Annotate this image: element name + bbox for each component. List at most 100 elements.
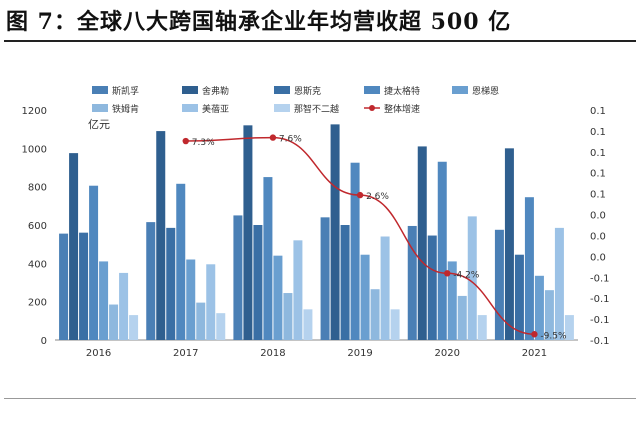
y2-tick-label: 0.1 (590, 127, 606, 138)
x-tick-label: 2020 (435, 348, 460, 359)
bar-2016-5 (109, 304, 119, 340)
x-tick-label: 2016 (86, 348, 111, 359)
bar-2017-0 (146, 222, 156, 340)
y-tick-label: 600 (28, 221, 47, 232)
bar-2020-4 (447, 261, 457, 340)
y2-tick-label: 0.1 (590, 148, 606, 159)
y-tick-label: 400 (28, 259, 47, 270)
legend-marker (369, 105, 375, 111)
bar-2020-7 (477, 315, 487, 340)
bar-2021-2 (514, 254, 524, 340)
growth-label: 7.6% (279, 135, 302, 145)
title-underline (4, 40, 636, 42)
bar-2019-6 (380, 236, 390, 340)
bar-2021-0 (494, 229, 504, 340)
bar-2016-3 (89, 185, 99, 340)
bar-2016-6 (119, 272, 129, 340)
legend-label: 捷太格特 (384, 85, 420, 97)
growth-point (444, 270, 451, 277)
legend-label: 美蓓亚 (202, 103, 229, 115)
y-tick-label: 800 (28, 183, 47, 194)
legend-label: 那智不二越 (294, 103, 339, 115)
legend-swatch (364, 86, 380, 94)
bar-2017-4 (186, 259, 196, 340)
bar-2020-3 (437, 161, 447, 340)
y2-tick-label: 0.0 (590, 211, 606, 222)
growth-line (185, 136, 535, 335)
y2-tick-label: 0.1 (590, 169, 606, 180)
bar-2021-5 (544, 290, 554, 340)
bar-2019-5 (370, 289, 380, 340)
growth-point (356, 191, 364, 199)
bar-2020-0 (407, 225, 417, 340)
legend-swatch (452, 86, 468, 94)
growth-point (269, 134, 277, 141)
legend-swatch (274, 104, 290, 112)
y2-tick-label: 0.0 (590, 231, 606, 242)
bar-2019-1 (330, 124, 340, 340)
growth-label: -9.5% (540, 331, 567, 341)
legend-label: 铁姆肯 (112, 103, 139, 115)
bar-2018-5 (283, 293, 293, 340)
bar-2018-7 (303, 309, 313, 340)
growth-label: -4.2% (453, 270, 480, 280)
footer-rule (4, 398, 636, 399)
bar-2017-3 (176, 183, 186, 340)
bar-2016-7 (129, 315, 139, 340)
bar-2021-3 (524, 197, 534, 340)
bar-2017-7 (216, 313, 226, 340)
bar-2017-2 (166, 227, 176, 340)
bar-2018-3 (263, 177, 273, 340)
growth-point (182, 137, 189, 145)
y2-tick-label: 0.1 (590, 190, 606, 201)
y2-tick-label: -0.1 (590, 273, 610, 284)
legend-label: 整体增速 (384, 103, 420, 115)
growth-label: 7.3% (192, 138, 215, 148)
legend-label: 舍弗勒 (202, 85, 229, 97)
bar-2020-5 (457, 295, 467, 340)
y-tick-label: 1000 (22, 144, 47, 155)
bar-2021-7 (564, 315, 574, 340)
bar-2018-1 (243, 125, 253, 340)
x-tick-label: 2021 (522, 348, 547, 359)
growth-point (531, 331, 538, 338)
bar-2021-4 (534, 275, 544, 340)
x-tick-label: 2017 (173, 348, 198, 359)
bar-2019-7 (390, 309, 400, 340)
y-tick-label: 200 (28, 298, 47, 309)
growth-label: 2.6% (366, 192, 389, 202)
bar-2016-1 (69, 153, 79, 340)
y2-tick-label: 0.0 (590, 252, 606, 263)
bar-2020-1 (417, 146, 427, 340)
bar-2019-0 (320, 217, 330, 340)
bar-2020-6 (467, 216, 477, 340)
x-tick-label: 2018 (260, 348, 285, 359)
legend-swatch (274, 86, 290, 94)
legend-label: 恩斯克 (294, 85, 321, 97)
legend-swatch (92, 86, 108, 94)
bar-2018-4 (273, 255, 283, 340)
bar-2018-2 (253, 225, 263, 340)
y2-tick-label: 0.1 (590, 106, 606, 117)
y-tick-label: 0 (41, 336, 47, 347)
bar-2016-2 (79, 232, 89, 340)
bar-2017-5 (196, 302, 206, 340)
y2-tick-label: -0.1 (590, 336, 610, 347)
figure-title: 图 7：全球八大跨国轴承企业年均营收超 500 亿 (6, 9, 512, 35)
y-tick-label: 1200 (22, 106, 47, 117)
y2-tick-label: -0.1 (590, 294, 610, 305)
y-unit-label: 亿元 (88, 118, 110, 131)
bar-2019-4 (360, 254, 370, 340)
legend-swatch (182, 86, 198, 94)
bar-2021-1 (504, 148, 514, 340)
legend-swatch (92, 104, 108, 112)
x-tick-label: 2019 (347, 348, 372, 359)
bar-2019-2 (340, 225, 350, 340)
bar-2018-0 (233, 215, 243, 340)
legend-label: 恩梯恩 (472, 85, 499, 97)
bar-2021-6 (554, 227, 564, 340)
bar-2020-2 (427, 235, 437, 340)
bar-2019-3 (350, 162, 360, 340)
bar-2016-4 (99, 261, 109, 340)
